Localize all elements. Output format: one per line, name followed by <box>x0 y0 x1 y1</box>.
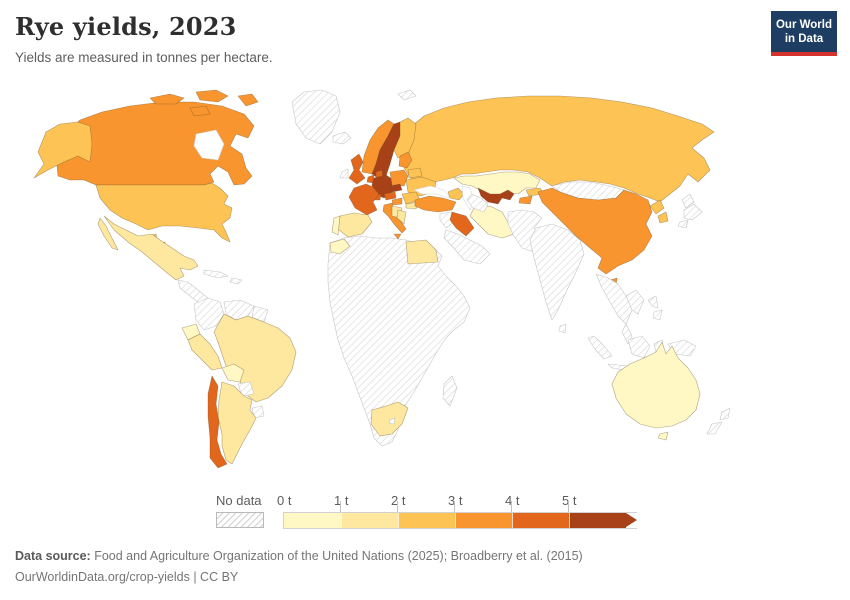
country-north-korea[interactable] <box>649 199 665 215</box>
country-japan[interactable] <box>677 193 703 229</box>
map-legend: No data 0 t 1 t 2 t 3 t 4 t 5 t <box>0 492 850 536</box>
country-paraguay[interactable] <box>237 381 255 397</box>
legend-tick-label: 0 t <box>277 493 292 508</box>
country-tajikistan[interactable] <box>518 195 533 205</box>
country-australia[interactable] <box>611 341 701 429</box>
country-morocco[interactable] <box>329 238 351 255</box>
country-russia[interactable] <box>403 95 715 203</box>
owid-logo-line2: in Data <box>784 33 824 46</box>
legend-tick-mark <box>511 501 512 512</box>
legend-tick-label: 2 t <box>391 493 406 508</box>
legend-tick-label: 5 t <box>562 493 577 508</box>
country-belarus[interactable] <box>407 167 423 179</box>
legend-tick-label: 3 t <box>448 493 463 508</box>
legend-scale: 0 t 1 t 2 t 3 t 4 t 5 t <box>277 492 653 532</box>
page-title: Rye yields, 2023 <box>15 12 237 41</box>
black-sea-water <box>413 185 451 199</box>
country-bolivia[interactable] <box>221 363 245 383</box>
hudson-bay-water <box>193 129 225 161</box>
country-colombia[interactable] <box>193 297 225 331</box>
country-france[interactable] <box>348 183 380 216</box>
legend-no-data-label: No data <box>216 493 262 508</box>
legend-tick-label: 1 t <box>334 493 349 508</box>
footer-source-label: Data source: <box>15 549 91 563</box>
country-turkmenistan[interactable] <box>466 193 489 213</box>
legend-no-data-swatch[interactable] <box>216 512 264 528</box>
world-map-container <box>0 88 850 488</box>
footer-license: | CC BY <box>189 570 239 585</box>
country-mexico[interactable] <box>97 215 199 281</box>
country-czechia[interactable] <box>389 183 403 193</box>
region-tasmania[interactable] <box>657 431 669 441</box>
country-south-korea[interactable] <box>657 211 669 224</box>
country-uk[interactable] <box>348 153 366 185</box>
footer-license-line: OurWorldinData.org/crop-yields | CC BY <box>15 567 583 588</box>
owid-logo-line1: Our World <box>775 19 832 31</box>
country-greece[interactable] <box>396 209 407 225</box>
country-brazil[interactable] <box>213 313 297 403</box>
legend-bin-4-5[interactable] <box>512 513 569 528</box>
footer-source-text: Food and Agriculture Organization of the… <box>90 549 583 563</box>
country-argentina[interactable] <box>217 381 257 465</box>
lesotho-dot <box>388 417 396 425</box>
country-new-zealand[interactable] <box>706 407 731 435</box>
country-iceland[interactable] <box>332 131 352 145</box>
country-philippines[interactable] <box>647 295 663 321</box>
country-austria[interactable] <box>383 191 397 201</box>
owid-logo[interactable]: Our World in Data <box>771 11 837 56</box>
region-baltics[interactable] <box>398 151 413 169</box>
country-madagascar[interactable] <box>442 375 458 407</box>
legend-tick-mark <box>340 501 341 512</box>
region-caucasus[interactable] <box>447 187 465 201</box>
country-canada-arctic-islands[interactable] <box>149 89 259 117</box>
legend-tick-mark <box>397 501 398 512</box>
legend-bin-1-2[interactable] <box>341 513 398 528</box>
country-cuba[interactable] <box>203 269 229 279</box>
footer: Data source: Food and Agriculture Organi… <box>15 546 583 589</box>
world-map <box>33 89 731 469</box>
country-turkey[interactable] <box>414 195 457 213</box>
legend-bin-3-4[interactable] <box>455 513 512 528</box>
country-hungary[interactable] <box>391 197 403 206</box>
country-portugal[interactable] <box>331 215 341 236</box>
country-hispaniola[interactable] <box>229 277 243 285</box>
country-chile[interactable] <box>207 375 228 469</box>
legend-bar <box>283 512 637 529</box>
country-alaska[interactable] <box>33 121 93 179</box>
legend-bin-5+[interactable] <box>569 513 626 528</box>
country-greenland[interactable] <box>291 89 341 145</box>
region-svalbard[interactable] <box>397 89 417 101</box>
country-uzbekistan[interactable] <box>477 187 515 205</box>
country-usa[interactable] <box>95 182 233 243</box>
country-india[interactable] <box>529 223 585 321</box>
legend-tick-mark <box>568 501 569 512</box>
country-ireland[interactable] <box>339 168 349 179</box>
footer-source-line: Data source: Food and Agriculture Organi… <box>15 546 583 567</box>
region-mainland-se-asia[interactable] <box>595 273 645 345</box>
country-spain[interactable] <box>337 212 373 238</box>
country-poland[interactable] <box>389 169 409 187</box>
legend-tick-mark <box>454 501 455 512</box>
footer-link[interactable]: OurWorldinData.org/crop-yields <box>15 570 190 585</box>
country-egypt[interactable] <box>405 239 439 265</box>
legend-arrow-tip <box>626 513 637 527</box>
legend-bin-2-3[interactable] <box>398 513 455 528</box>
region-arabia[interactable] <box>443 229 491 265</box>
country-south-africa[interactable] <box>370 401 409 437</box>
legend-tick-label: 4 t <box>505 493 520 508</box>
country-sri-lanka[interactable] <box>558 323 567 334</box>
legend-bin-0-1[interactable] <box>284 513 341 528</box>
page-subtitle: Yields are measured in tonnes per hectar… <box>15 50 273 65</box>
country-iraq[interactable] <box>449 211 475 237</box>
country-iran[interactable] <box>469 205 515 239</box>
